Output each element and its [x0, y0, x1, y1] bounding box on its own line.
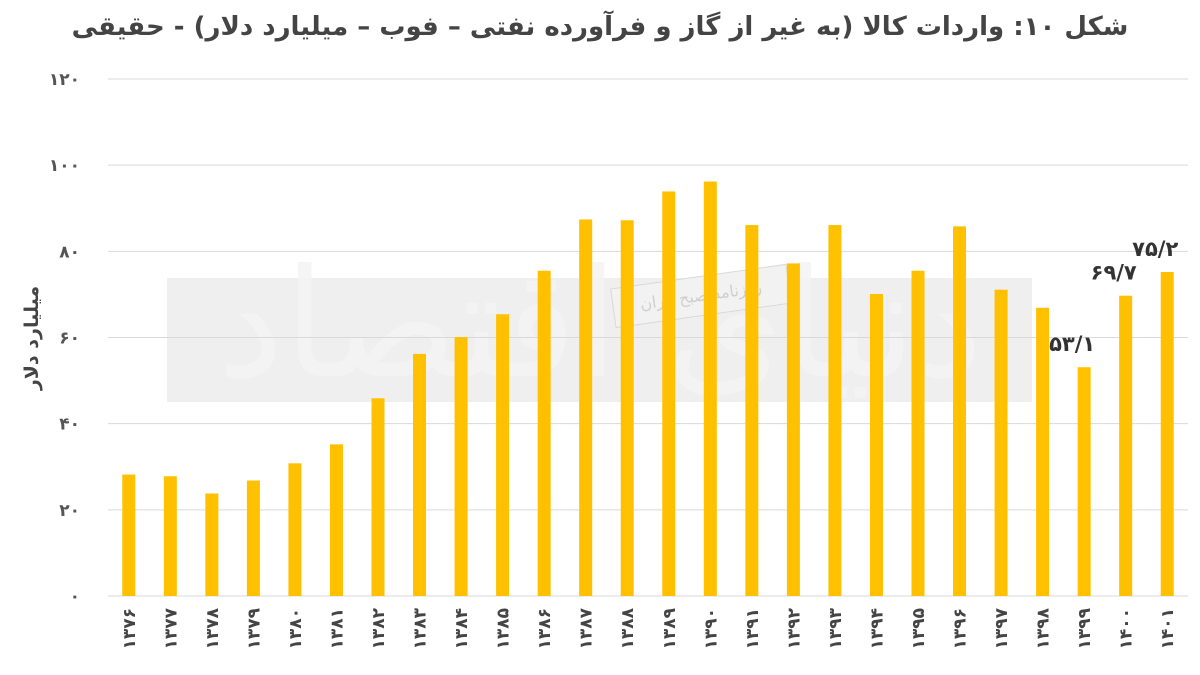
bar: [413, 353, 427, 596]
bar: [496, 314, 510, 596]
bar: [703, 181, 717, 596]
bar: [122, 474, 136, 596]
y-tick-label: ۱۰۰: [49, 156, 80, 176]
x-tick-label: ۱۳۸۳: [411, 607, 431, 649]
bar: [329, 444, 343, 596]
bar: [288, 463, 302, 596]
x-tick-label: ۱۳۷۷: [161, 607, 181, 649]
x-tick-label: ۱۳۹۰: [701, 608, 721, 650]
bar: [828, 225, 842, 597]
x-tick-label: ۱۳۹۹: [1075, 607, 1095, 649]
x-tick-label: ۱۳۸۱: [327, 608, 347, 650]
x-tick-label: ۱۳۹۴: [867, 608, 887, 650]
data-label: ۶۹/۷: [1091, 261, 1137, 285]
x-tick-label: ۱۳۷۹: [244, 607, 264, 649]
watermark-logo: دنیای اقتصاد: [217, 238, 983, 412]
bar: [1036, 307, 1050, 596]
bar: [911, 270, 925, 596]
bars: [122, 181, 1174, 597]
x-tick-label: ۱۳۹۳: [826, 607, 846, 649]
y-tick-label: ۴۰: [59, 415, 80, 435]
x-tick-label: ۱۳۹۶: [951, 608, 971, 650]
y-tick-label: ۰: [70, 587, 80, 607]
watermark-band: [167, 278, 1032, 402]
x-tick-label: ۱۳۸۴: [452, 608, 472, 650]
data-label: ۷۵/۲: [1132, 237, 1178, 261]
chart-title: شکل ۱۰: واردات کالا (به غیر از گاز و فرآ…: [71, 12, 1129, 42]
x-tick-label: ۱۳۸۷: [577, 607, 597, 649]
y-tick-label: ۶۰: [59, 329, 80, 349]
bar: [205, 493, 219, 596]
y-tick-label: ۲۰: [59, 501, 80, 521]
x-tick-label: ۱۳۸۲: [369, 607, 389, 649]
bar: [745, 225, 759, 597]
bar: [994, 289, 1008, 596]
x-tick-label: ۱۳۷۶: [120, 608, 140, 650]
bar: [454, 337, 468, 596]
x-tick-label: ۱۳۸۸: [618, 607, 638, 649]
x-tick-label: ۱۳۹۵: [909, 608, 929, 650]
bar: [620, 220, 634, 596]
bar: [1160, 272, 1174, 596]
y-tick-label: ۱۲۰: [49, 70, 80, 90]
bar: [579, 219, 593, 596]
data-labels: ۵۳/۱ ۶۹/۷۷۵/۲: [1049, 237, 1178, 356]
gridlines: [108, 78, 1188, 597]
x-tick-label: ۱۳۸۰: [286, 608, 306, 650]
x-tick-label: ۱۳۸۹: [660, 607, 680, 649]
bar: [662, 191, 676, 596]
x-tick-label: ۱۴۰۱: [1158, 608, 1178, 650]
x-tick-label: ۱۳۹۸: [1034, 607, 1054, 649]
data-label: ۵۳/۱: [1049, 332, 1095, 356]
y-tick-label: ۸۰: [59, 242, 80, 262]
bar: [246, 480, 260, 596]
y-axis-ticks: ۰ ۲۰ ۴۰ ۶۰ ۸۰ ۱۰۰ ۱۲۰: [49, 70, 80, 607]
x-tick-label: ۱۳۸۶: [535, 608, 555, 650]
bar: [1077, 367, 1091, 596]
x-tick-label: ۱۳۹۱: [743, 608, 763, 650]
x-tick-label: ۱۳۷۸: [203, 607, 223, 649]
bar: [163, 476, 177, 596]
x-tick-label: ۱۳۹۲: [784, 607, 804, 649]
x-tick-label: ۱۳۸۵: [494, 608, 514, 650]
bar: [953, 226, 967, 596]
x-axis-ticks: ۱۳۷۶ ۱۳۷۷ ۱۳۷۸ ۱۳۷۹ ۱۳۸۰ ۱۳۸۱ ۱۳۸۲ ۱۳۸۳ ۱۳۸۴ ۱۳۸۵…: [120, 607, 1178, 649]
bar: [537, 270, 551, 596]
bar: [1119, 295, 1133, 596]
x-tick-label: ۱۴۰۰: [1117, 608, 1137, 650]
x-tick-label: ۱۳۹۷: [992, 607, 1012, 649]
bar: [869, 293, 883, 596]
bar: [786, 263, 800, 596]
bar: [371, 398, 385, 596]
y-axis-title: میلیارد دلار: [21, 286, 43, 391]
